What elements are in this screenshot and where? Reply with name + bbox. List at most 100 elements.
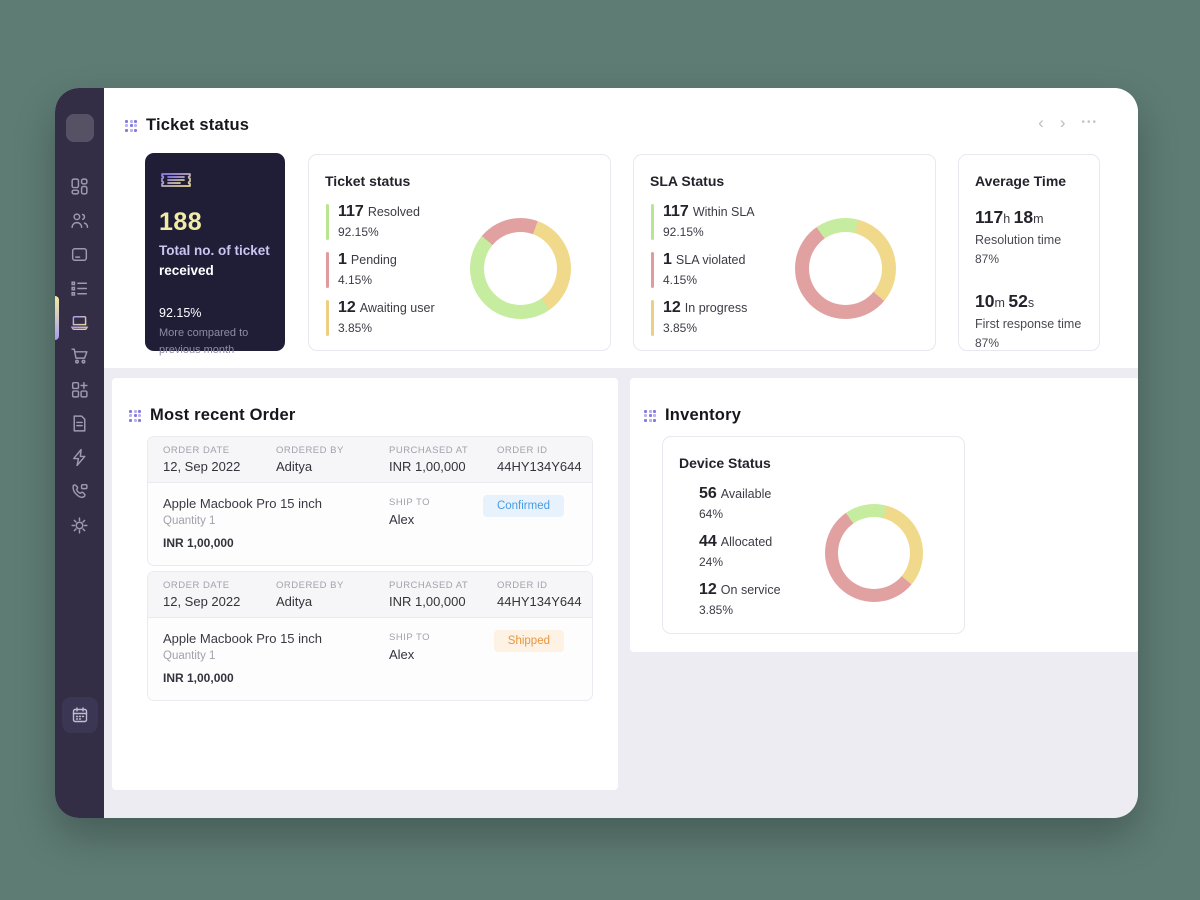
order-header: ORDER DATE 12, Sep 2022 ORDERED BY Aditya … [148,437,592,483]
sidebar-item-devices[interactable] [69,311,90,332]
product-quantity: Quantity 1 [163,515,216,527]
item-pct: 4.15% [663,273,698,287]
item-pct: 24% [699,555,724,569]
ordered-by: Aditya [276,459,313,474]
item-label: Available [720,487,772,501]
item-label: Within SLA [692,205,755,219]
avg-value: 18 [1013,207,1034,227]
order-date: 12, Sep 2022 [163,459,241,474]
devices-laptop-icon [70,316,89,331]
more-options-icon[interactable]: ••• [1081,117,1098,128]
ticket-status-widget: Ticket status ‹ › ••• 188 Total no. of t… [104,88,1138,368]
next-arrow-icon[interactable]: › [1059,113,1066,132]
status-badge[interactable]: Shipped [493,630,564,652]
sla-status-donut-chart [795,218,896,319]
sidebar-item-dashboard[interactable] [69,176,90,197]
order-row[interactable]: ORDER DATE 12, Sep 2022 ORDERED BY Aditya … [147,571,593,701]
sidebar-item-automation[interactable] [69,447,90,468]
sidebar-item-support[interactable] [69,481,90,502]
column-header: ORDER DATE [163,580,230,591]
product-name: Apple Macbook Pro 15 inch [163,496,322,511]
item-pct: 64% [699,507,724,521]
order-body: Apple Macbook Pro 15 inch Quantity 1 INR… [148,483,592,566]
sidebar-item-team[interactable] [69,210,90,231]
item-value: 12 [338,299,356,316]
item-pct: 3.85% [699,603,734,617]
inventory-widget: Inventory Device Status 56 Available 64% … [630,378,1138,652]
item-value: 1 [338,251,347,268]
total-tickets-value: 188 [159,208,203,236]
avg-unit: s [1027,296,1035,310]
cart-icon [71,348,88,364]
legend-item: 1 SLA violated 4.15% [651,251,801,288]
task-list-icon [71,281,88,296]
active-nav-indicator [55,296,59,340]
card-title: SLA Status [650,173,725,189]
prev-arrow-icon[interactable]: ‹ [1038,113,1044,132]
sidebar-item-add-apps[interactable] [69,379,90,400]
legend-color-bar [326,204,329,240]
legend-color-bar [326,300,329,336]
avg-caption: First response time [975,317,1082,331]
document-icon [73,415,86,432]
average-time-card: Average Time 117h 18m Resolution time 87… [958,154,1100,351]
legend-color-bar [651,300,654,336]
legend-color-bar [326,252,329,288]
billing-card-icon [71,247,88,262]
product-price: INR 1,00,000 [163,536,234,550]
item-value: 56 [699,485,717,502]
order-row[interactable]: ORDER DATE 12, Sep 2022 ORDERED BY Aditya … [147,436,593,566]
add-apps-icon [71,381,88,398]
column-header: ORDERED BY [276,445,344,456]
column-header: ORDER ID [497,580,548,591]
sidebar-item-settings[interactable] [69,515,90,536]
column-header: ORDER ID [497,445,548,456]
sidebar [55,88,104,818]
sidebar-item-tasks[interactable] [69,278,90,299]
avg-entry: 10m 52s First response time 87% [975,291,1081,350]
card-title: Ticket status [325,173,411,189]
drag-handle-icon[interactable] [125,119,137,132]
card-title: Device Status [679,455,771,471]
legend-color-bar [651,204,654,240]
item-pct: 3.85% [663,321,698,335]
main-content: Ticket status ‹ › ••• 188 Total no. of t… [104,88,1138,818]
avg-value: 10 [975,291,995,311]
legend-item: 56 Available 64% [689,485,839,521]
card-title: Average Time [975,173,1067,189]
avg-unit: m [1033,212,1044,226]
sla-status-card: SLA Status 117 Within SLA 92.15% 1 SLA vio… [633,154,936,351]
settings-gear-icon [71,517,88,534]
avg-pct: 87% [975,336,1000,350]
sidebar-item-documents[interactable] [69,413,90,434]
section-title: Most recent Order [150,406,296,424]
item-value: 12 [663,299,681,316]
drag-handle-icon[interactable] [644,409,656,422]
order-date: 12, Sep 2022 [163,594,241,609]
sidebar-item-calendar[interactable] [62,697,98,733]
order-header: ORDER DATE 12, Sep 2022 ORDERED BY Aditya … [148,572,592,618]
app-window: Ticket status ‹ › ••• 188 Total no. of t… [55,88,1138,818]
item-value: 117 [663,203,689,220]
order-body: Apple Macbook Pro 15 inch Quantity 1 INR… [148,618,592,701]
status-badge[interactable]: Confirmed [482,495,564,517]
product-name: Apple Macbook Pro 15 inch [163,631,322,646]
sidebar-item-cart[interactable] [69,345,90,366]
section-title: Ticket status [146,116,250,134]
legend-item: 44 Allocated 24% [689,533,839,569]
order-id: 44HY134Y644 [497,594,582,609]
column-header: PURCHASED AT [389,445,469,456]
avg-unit: m [994,296,1009,310]
order-id: 44HY134Y644 [497,459,582,474]
ship-to-value: Alex [389,512,415,527]
sidebar-item-billing[interactable] [69,244,90,265]
ordered-by: Aditya [276,594,313,609]
ticket-icon [161,173,191,187]
column-header: PURCHASED AT [389,580,469,591]
product-quantity: Quantity 1 [163,650,216,662]
tickets-delta-caption: More compared to previous month [159,327,249,357]
drag-handle-icon[interactable] [129,409,141,422]
item-label: Pending [350,253,397,267]
avg-value: 117 [975,207,1004,227]
widget-nav: ‹ › ••• [1038,114,1098,131]
